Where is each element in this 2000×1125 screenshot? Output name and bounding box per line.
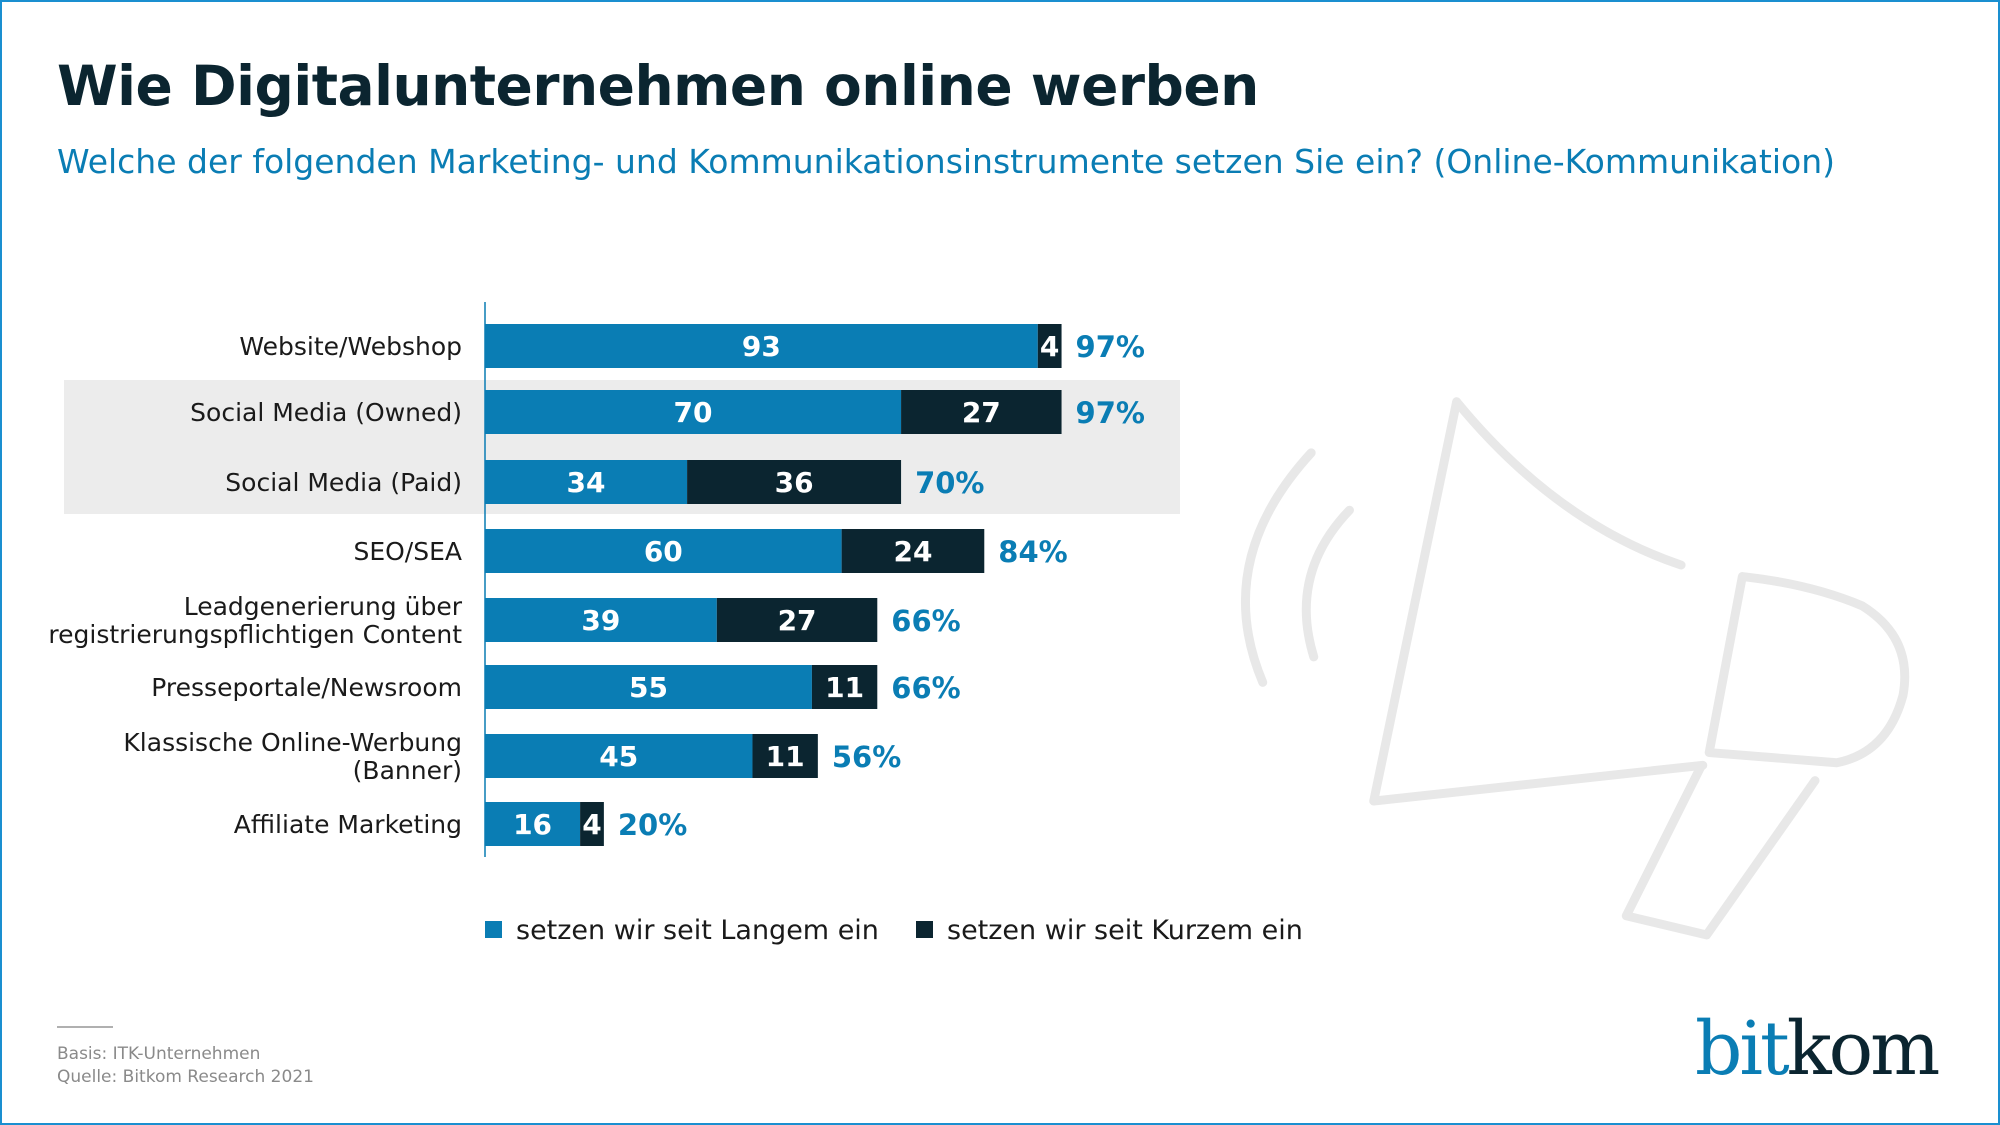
data-label: 93 [742, 330, 781, 363]
legend-label: setzen wir seit Langem ein [516, 915, 879, 946]
data-label: 36 [775, 466, 814, 499]
chart-title: Wie Digitalunternehmen online werben [57, 54, 1259, 118]
category-label: Presseportale/Newsroom [151, 673, 462, 702]
bar-segment [1037, 324, 1062, 368]
category-label: Leadgenerierung über [184, 592, 463, 621]
data-label: 4 [1040, 330, 1059, 363]
chart-subtitle: Welche der folgenden Marketing- und Komm… [57, 142, 1835, 181]
footer-source: Quelle: Bitkom Research 2021 [57, 1067, 314, 1087]
data-label: 27 [778, 604, 817, 637]
bar-segment [485, 460, 688, 504]
bar-segment [485, 734, 753, 778]
data-label: 45 [599, 740, 638, 773]
category-label: Website/Webshop [239, 332, 462, 361]
footer-divider [57, 1026, 113, 1028]
legend-swatch [916, 921, 933, 938]
bar-segment [841, 529, 985, 573]
data-label: 11 [766, 740, 805, 773]
data-label: 27 [962, 396, 1001, 429]
category-label: Social Media (Paid) [225, 468, 462, 497]
category-label: Affiliate Marketing [234, 810, 462, 839]
footer-basis: Basis: ITK-Unternehmen [57, 1044, 261, 1064]
data-label: 24 [893, 535, 932, 568]
total-label: 66% [891, 604, 960, 638]
bar-segment [485, 529, 842, 573]
data-label: 16 [513, 808, 552, 841]
data-label: 11 [825, 671, 864, 704]
category-label: Social Media (Owned) [190, 398, 462, 427]
category-label: registrierungspflichtigen Content [48, 620, 462, 649]
data-label: 39 [581, 604, 620, 637]
megaphone-icon [1241, 397, 1910, 940]
bar-segment [811, 665, 878, 709]
legend-swatch [485, 921, 502, 938]
data-label: 55 [629, 671, 668, 704]
legend-label: setzen wir seit Kurzem ein [947, 915, 1303, 946]
bar-segment [485, 665, 812, 709]
category-label: (Banner) [353, 756, 462, 785]
total-label: 56% [832, 740, 901, 774]
data-label: 34 [567, 466, 606, 499]
category-label: Klassische Online-Werbung [123, 728, 462, 757]
bar-segment [485, 390, 902, 434]
total-label: 97% [1076, 396, 1145, 430]
bar-segment [716, 598, 878, 642]
bar-segment [687, 460, 902, 504]
bar-segment [485, 598, 717, 642]
bitkom-logo: bitkom [1695, 1006, 1940, 1092]
bar-segment [485, 324, 1038, 368]
bar-segment [901, 390, 1062, 434]
total-label: 84% [998, 535, 1067, 569]
total-label: 97% [1076, 330, 1145, 364]
total-label: 20% [618, 808, 687, 842]
bar-segment [485, 802, 581, 846]
data-label: 70 [674, 396, 713, 429]
category-label: SEO/SEA [353, 537, 462, 566]
data-label: 60 [644, 535, 683, 568]
bar-segment [752, 734, 818, 778]
bar-segment [580, 802, 604, 846]
total-label: 66% [891, 671, 960, 705]
total-label: 70% [915, 466, 984, 500]
data-label: 4 [582, 808, 601, 841]
